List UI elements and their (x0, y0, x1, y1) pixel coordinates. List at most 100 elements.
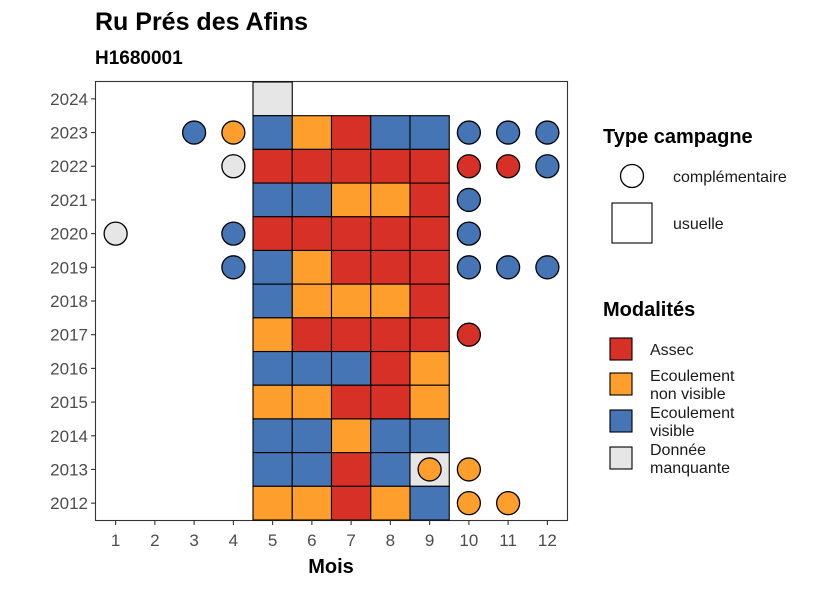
point-2023-4 (221, 120, 246, 145)
x-tick-label: 1 (111, 531, 120, 550)
cell-2022-8 (370, 148, 411, 184)
y-tick-label: 2017 (50, 326, 88, 345)
cell-2014-8 (370, 418, 411, 454)
cell-2015-5 (252, 384, 293, 420)
point-2022-4 (221, 154, 246, 179)
cell-2014-6 (291, 418, 333, 454)
legend-label-donnee-manquante: Donnée manquante (650, 442, 730, 477)
legend-shape-title: Type campagne (603, 126, 753, 148)
x-tick-label: 5 (268, 531, 277, 550)
cell-2018-8 (370, 283, 411, 319)
cell-2019-5 (252, 249, 293, 285)
cell-2019-9 (409, 249, 450, 285)
cell-2023-6 (291, 115, 333, 150)
cell-2023-5 (252, 115, 293, 150)
x-tick-label: 4 (229, 531, 238, 550)
cell-2021-6 (291, 182, 333, 218)
cell-2016-9 (409, 350, 450, 386)
cell-2019-7 (330, 249, 372, 285)
y-tick-label: 2022 (50, 157, 88, 176)
y-tick-label: 2023 (50, 124, 88, 143)
y-tick-label: 2019 (50, 258, 88, 277)
cell-2019-6 (291, 249, 333, 285)
cell-2016-7 (330, 350, 372, 386)
legend-key-ecoulement-visible (609, 409, 633, 433)
point-2012-10 (456, 491, 482, 516)
cell-2019-8 (370, 249, 411, 285)
axis-ticks: 1 2 3 4 5 6 7 8 9 10 11 122012201320142015201620172… (50, 90, 557, 550)
point-2020-4 (221, 221, 246, 246)
cell-2013-7 (330, 452, 372, 487)
point-2023-11 (495, 120, 521, 145)
cell-2015-8 (370, 384, 411, 420)
cell-2015-9 (409, 384, 450, 420)
cell-2015-7 (330, 384, 372, 420)
cell-2014-9 (409, 418, 450, 454)
cell-2017-7 (330, 317, 372, 353)
y-tick-label: 2024 (50, 90, 88, 109)
cell-2022-5 (252, 148, 293, 184)
cell-2017-5 (252, 317, 293, 353)
point-2019-11 (495, 255, 521, 280)
x-tick-label: 9 (425, 531, 434, 550)
chart-marks (103, 81, 560, 521)
point-2020-1 (103, 221, 128, 246)
cell-2016-6 (291, 350, 333, 386)
chart-subtitle: H1680001 (95, 48, 183, 69)
y-tick-label: 2021 (50, 191, 88, 210)
cell-2018-7 (330, 283, 372, 319)
legend-label-assec: Assec (650, 342, 694, 359)
cell-2024-5 (252, 81, 293, 117)
cell-2023-9 (409, 115, 450, 150)
cell-2020-7 (330, 216, 372, 252)
point-2013-9 (417, 457, 442, 482)
cell-2015-6 (291, 384, 333, 420)
cell-2013-5 (252, 452, 293, 487)
cell-2020-6 (291, 216, 333, 252)
cell-2020-9 (409, 216, 450, 252)
legend-key-assec (609, 337, 633, 361)
cell-2012-5 (252, 485, 293, 521)
point-2017-10 (456, 322, 482, 347)
cell-2014-7 (330, 418, 372, 454)
cell-2023-8 (370, 115, 411, 150)
point-2019-10 (456, 255, 482, 280)
cell-2013-8 (370, 452, 411, 487)
point-2023-3 (181, 120, 207, 145)
legend-key-donnee-manquante (609, 446, 633, 470)
y-tick-label: 2013 (50, 460, 88, 479)
x-axis-title: Mois (308, 556, 354, 578)
cell-2022-9 (409, 148, 450, 184)
legend-shape-label-usuelle: usuelle (673, 216, 724, 233)
cell-2021-7 (330, 182, 372, 218)
legend-shape-label-complementaire: complémentaire (673, 169, 787, 186)
cell-2017-8 (370, 317, 411, 353)
cell-2012-9 (409, 485, 450, 521)
legend-square-key (611, 202, 653, 244)
y-tick-label: 2020 (50, 225, 88, 244)
point-2013-10 (456, 457, 482, 482)
cell-2013-6 (291, 452, 333, 487)
cell-2020-5 (252, 216, 293, 252)
x-tick-label: 10 (459, 531, 478, 550)
x-tick-label: 12 (538, 531, 557, 550)
x-tick-label: 11 (499, 531, 517, 550)
cell-2020-8 (370, 216, 411, 252)
cell-2012-6 (291, 485, 333, 521)
y-tick-label: 2012 (50, 494, 88, 513)
x-tick-label: 3 (189, 531, 198, 550)
x-tick-label: 6 (307, 531, 316, 550)
y-tick-label: 2014 (50, 427, 88, 446)
point-2012-11 (495, 491, 521, 516)
cell-2016-5 (252, 350, 293, 386)
point-2019-4 (221, 255, 246, 280)
cell-2014-5 (252, 418, 293, 454)
cell-2021-5 (252, 182, 293, 218)
cell-2012-7 (330, 485, 372, 521)
point-2021-10 (456, 187, 482, 213)
cell-2012-8 (370, 485, 411, 521)
x-tick-label: 2 (150, 531, 159, 550)
legend-fill-title: Modalités (603, 299, 695, 321)
cell-2017-6 (291, 317, 333, 353)
